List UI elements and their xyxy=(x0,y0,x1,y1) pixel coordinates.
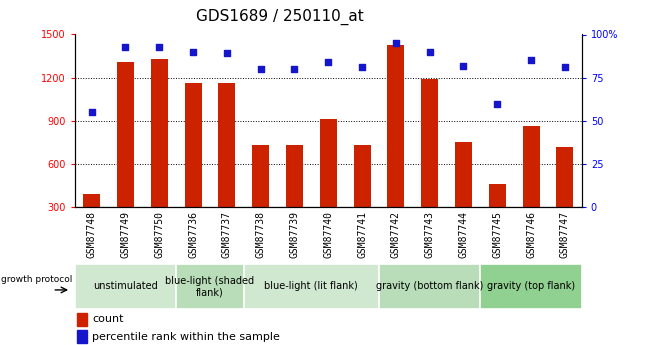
Bar xyxy=(185,83,202,250)
Point xyxy=(120,44,131,49)
Bar xyxy=(421,79,438,250)
Text: percentile rank within the sample: percentile rank within the sample xyxy=(92,332,280,342)
Text: GSM87736: GSM87736 xyxy=(188,211,198,258)
Bar xyxy=(320,119,337,250)
Text: unstimulated: unstimulated xyxy=(93,282,158,291)
Text: GSM87746: GSM87746 xyxy=(526,211,536,258)
Text: GSM87744: GSM87744 xyxy=(458,211,469,258)
Bar xyxy=(455,142,472,250)
Bar xyxy=(244,264,379,309)
Point xyxy=(289,66,300,72)
Point xyxy=(492,101,502,106)
Bar xyxy=(379,264,480,309)
Text: GSM87743: GSM87743 xyxy=(424,211,435,258)
Point xyxy=(526,58,536,63)
Text: GSM87737: GSM87737 xyxy=(222,211,232,258)
Text: GDS1689 / 250110_at: GDS1689 / 250110_at xyxy=(196,9,363,25)
Text: growth protocol: growth protocol xyxy=(1,275,73,284)
Bar xyxy=(77,330,87,343)
Bar xyxy=(387,45,404,250)
Text: GSM87742: GSM87742 xyxy=(391,211,401,258)
Text: GSM87740: GSM87740 xyxy=(323,211,333,258)
Point xyxy=(188,49,198,55)
Text: GSM87750: GSM87750 xyxy=(154,211,164,258)
Point xyxy=(357,65,367,70)
Text: GSM87738: GSM87738 xyxy=(255,211,266,258)
Bar xyxy=(151,59,168,250)
Bar xyxy=(480,264,582,309)
Bar xyxy=(489,184,506,250)
Point xyxy=(560,65,570,70)
Text: GSM87741: GSM87741 xyxy=(357,211,367,258)
Point xyxy=(222,51,232,56)
Bar xyxy=(286,145,303,250)
Point xyxy=(255,66,266,72)
Text: blue-light (shaded
flank): blue-light (shaded flank) xyxy=(165,276,255,297)
Bar xyxy=(83,194,100,250)
Text: GSM87745: GSM87745 xyxy=(492,211,502,258)
Point xyxy=(86,109,97,115)
Text: GSM87739: GSM87739 xyxy=(289,211,300,258)
Text: count: count xyxy=(92,315,124,324)
Bar xyxy=(252,145,269,250)
Point xyxy=(154,44,164,49)
Point xyxy=(424,49,435,55)
Text: gravity (bottom flank): gravity (bottom flank) xyxy=(376,282,484,291)
Point xyxy=(323,59,333,65)
Point xyxy=(458,63,469,68)
Text: GSM87749: GSM87749 xyxy=(120,211,131,258)
Bar xyxy=(354,145,370,250)
Bar xyxy=(77,313,87,326)
Text: blue-light (lit flank): blue-light (lit flank) xyxy=(265,282,358,291)
Text: gravity (top flank): gravity (top flank) xyxy=(487,282,575,291)
Bar xyxy=(218,83,235,250)
Bar xyxy=(75,264,176,309)
Bar xyxy=(556,147,573,250)
Point xyxy=(391,40,401,46)
Bar xyxy=(117,62,134,250)
Text: GSM87748: GSM87748 xyxy=(86,211,97,258)
Bar xyxy=(176,264,244,309)
Bar xyxy=(523,127,540,250)
Text: GSM87747: GSM87747 xyxy=(560,211,570,258)
